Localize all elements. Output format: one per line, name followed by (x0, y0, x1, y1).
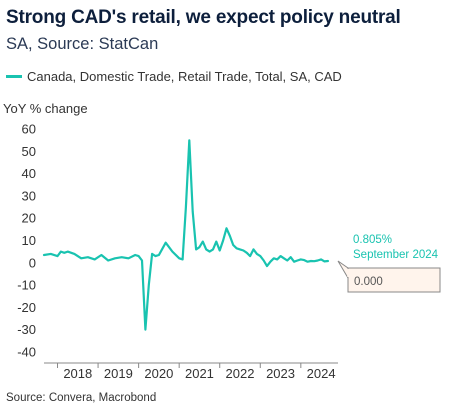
y-tick-label: -40 (17, 344, 36, 359)
source-note: Source: Convera, Macrobond (6, 392, 157, 404)
y-tick-label: 20 (22, 211, 36, 226)
y-tick-label: 0 (29, 255, 36, 270)
y-tick-label: -30 (17, 322, 36, 337)
y-tick-label: 30 (22, 188, 36, 203)
callout-box (347, 267, 441, 293)
legend: Canada, Domestic Trade, Retail Trade, To… (6, 69, 342, 84)
y-axis-label: YoY % change (3, 101, 88, 116)
x-tick-label: 2018 (63, 366, 92, 381)
chart-title: Strong CAD's retail, we expect policy ne… (6, 7, 401, 28)
last-value-annotation: 0.805% (353, 234, 392, 246)
x-tick-label: 2022 (226, 366, 255, 381)
x-tick-label: 2023 (266, 366, 295, 381)
callout-label: 0.000 (354, 276, 383, 288)
legend-swatch (6, 75, 22, 79)
callout-pointer (337, 260, 349, 280)
y-axis-ticks: 60 50 40 30 20 10 0 -10 -20 -30 -40 (17, 122, 36, 360)
y-tick-label: 60 (22, 122, 36, 137)
x-tick-label: 2019 (104, 366, 133, 381)
x-tick-label: 2021 (185, 366, 214, 381)
x-axis-ticks: 2018 2019 2020 2021 2022 2023 2024 (57, 363, 336, 381)
zero-value-callout: 0.000 (337, 260, 441, 293)
x-tick-label: 2024 (307, 366, 336, 381)
y-tick-label: 10 (22, 233, 36, 248)
y-tick-label: 40 (22, 166, 36, 181)
chart-subtitle: SA, Source: StatCan (6, 35, 159, 53)
last-date-annotation: September 2024 (353, 249, 439, 261)
legend-label: Canada, Domestic Trade, Retail Trade, To… (27, 69, 342, 84)
y-tick-label: 50 (22, 144, 36, 159)
x-tick-label: 2020 (144, 366, 173, 381)
y-tick-label: -10 (17, 278, 36, 293)
y-tick-label: -20 (17, 300, 36, 315)
series-line (42, 139, 329, 331)
